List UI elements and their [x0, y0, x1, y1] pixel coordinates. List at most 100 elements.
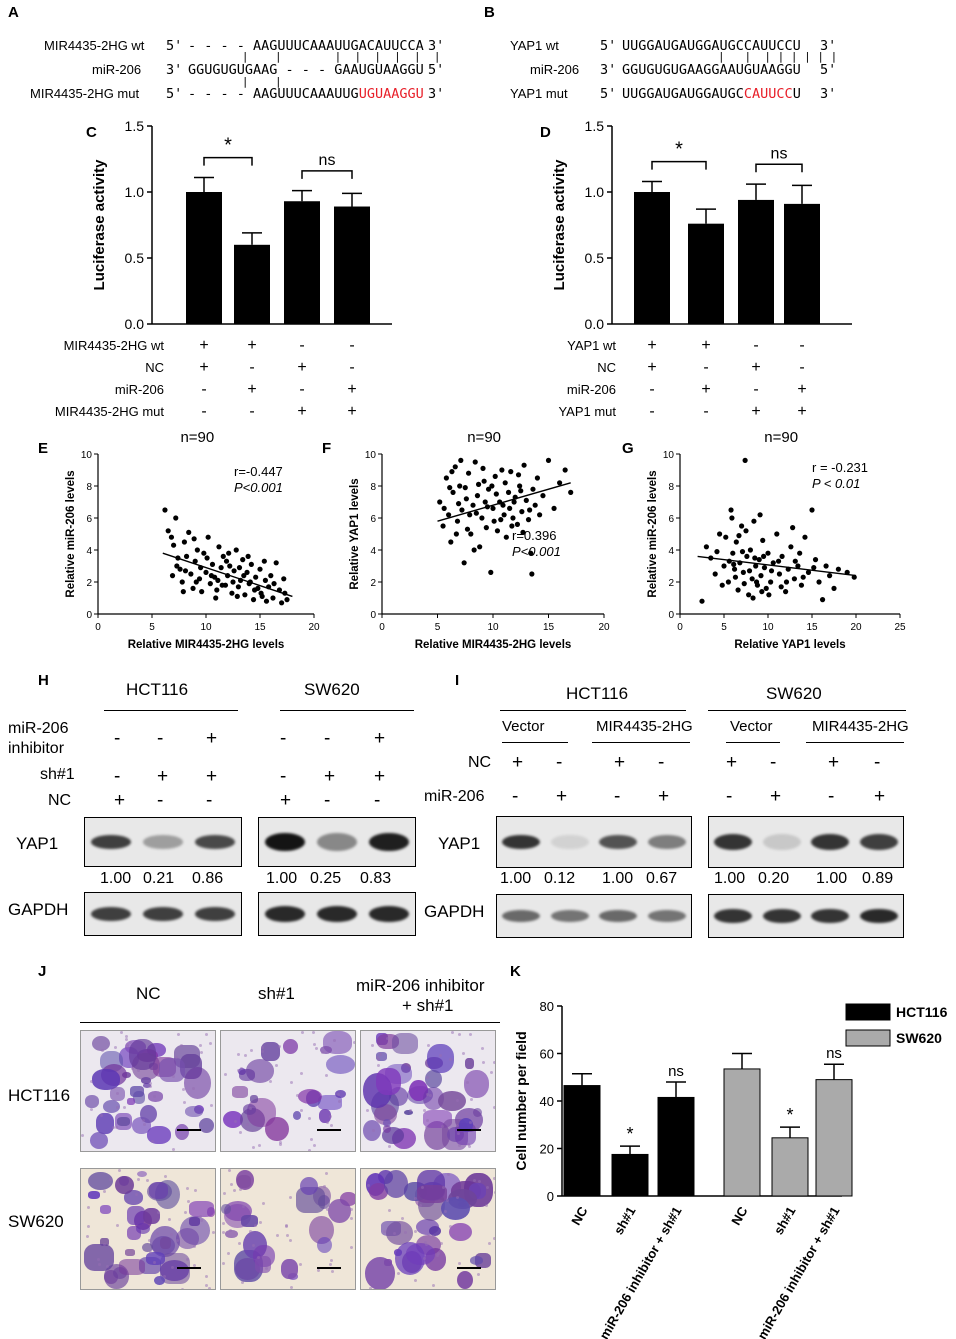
- membrane-pore: [148, 1251, 152, 1255]
- data-point: [557, 480, 563, 486]
- data-point: [783, 579, 790, 585]
- x-tick-label: 15: [254, 622, 266, 633]
- group-label: Vector: [502, 718, 545, 735]
- divider-line: [280, 710, 414, 711]
- data-point: [491, 518, 497, 524]
- data-point: [809, 507, 815, 513]
- data-point: [179, 579, 185, 585]
- membrane-pore: [181, 1087, 185, 1091]
- panel-label-c: C: [86, 124, 97, 141]
- band-quantification: 0.12: [544, 870, 576, 887]
- stained-cell: [188, 1200, 214, 1217]
- membrane-pore: [148, 1082, 152, 1086]
- stained-cell: [100, 1237, 109, 1246]
- significance-bracket: [755, 163, 803, 173]
- legend-swatch: [845, 1003, 891, 1021]
- membrane-pore: [187, 1199, 191, 1203]
- data-point: [242, 592, 248, 598]
- data-point: [527, 507, 533, 513]
- band-quantification: 1.00: [100, 870, 132, 887]
- condition-label: YAP1 wt: [567, 338, 616, 353]
- seq-mir4435-mut: - - - - AAGUUUCAAAUUGUGUAAGGU: [188, 86, 424, 102]
- membrane-pore: [320, 1050, 324, 1054]
- y-tick-label: 60: [540, 1047, 554, 1062]
- y-axis-label: Luciferase activity: [91, 159, 108, 291]
- data-point: [448, 539, 454, 545]
- y-tick-label: 10: [365, 450, 377, 461]
- data-point: [757, 512, 763, 518]
- plus-sign: +: [797, 403, 806, 420]
- data-point: [482, 499, 488, 505]
- stained-cell: [89, 1132, 108, 1149]
- data-point: [467, 512, 473, 518]
- blot-gapdh-i-sw620: [708, 894, 904, 938]
- regression-line: [697, 555, 857, 577]
- membrane-pore: [142, 1119, 146, 1123]
- membrane-pore: [139, 1087, 143, 1091]
- plus-sign: +: [199, 359, 208, 376]
- data-point: [203, 569, 209, 576]
- data-point: [488, 569, 494, 576]
- membrane-pore: [310, 1137, 314, 1141]
- data-point: [273, 560, 279, 566]
- stained-cell: [142, 1242, 153, 1253]
- stained-cell: [123, 1190, 144, 1205]
- data-point: [248, 561, 254, 568]
- membrane-pore: [477, 1272, 481, 1276]
- seq-name-mir4435-mut: MIR4435-2HG mut: [30, 86, 140, 101]
- seq-yap1-wt: UUGGAUGAUGGAUGCCAUUCCU: [622, 38, 801, 54]
- plus-sign: +: [297, 359, 306, 376]
- membrane-pore: [324, 1172, 328, 1176]
- data-point: [551, 505, 557, 511]
- data-point: [714, 549, 720, 555]
- bar: [284, 201, 320, 324]
- data-point: [173, 515, 179, 521]
- membrane-pore: [299, 1109, 303, 1113]
- membrane-pore: [424, 1125, 428, 1129]
- data-point: [204, 555, 210, 561]
- minus-sign: -: [324, 728, 331, 749]
- band-quantification: 1.00: [816, 870, 848, 887]
- data-point: [258, 590, 264, 596]
- stained-cell: [469, 1255, 484, 1265]
- membrane-pore: [198, 1044, 202, 1048]
- data-point: [446, 512, 452, 518]
- band-quantification: 1.00: [500, 870, 532, 887]
- x-tick-label: 5: [435, 622, 441, 633]
- minus-sign: -: [114, 766, 121, 787]
- data-point: [798, 582, 805, 588]
- membrane-pore: [253, 1224, 257, 1228]
- data-point: [756, 557, 762, 563]
- membrane-pore: [376, 1057, 380, 1061]
- data-point: [463, 496, 469, 502]
- seq-prime-right: 3': [428, 86, 445, 102]
- data-point: [235, 584, 241, 590]
- membrane-pore: [277, 1045, 281, 1049]
- data-point: [509, 523, 515, 529]
- data-point: [731, 561, 737, 568]
- membrane-pore: [285, 1224, 289, 1228]
- data-point: [441, 505, 447, 511]
- stained-cell: [84, 1095, 100, 1109]
- plus-sign: +: [374, 728, 386, 749]
- membrane-pore: [240, 1067, 244, 1071]
- data-point: [191, 536, 197, 542]
- membrane-pore: [115, 1126, 119, 1130]
- divider-line: [726, 742, 780, 743]
- y-axis-label: Relative miR-206 levels: [647, 470, 659, 597]
- membrane-pore: [457, 1262, 461, 1266]
- membrane-pore: [102, 1242, 106, 1246]
- minus-sign: -: [249, 359, 254, 376]
- stained-cell: [91, 1035, 110, 1052]
- correlation-r: r = -0.231: [812, 460, 868, 475]
- x-tick-label: 10: [487, 622, 499, 633]
- data-point: [263, 598, 270, 604]
- membrane-pore: [489, 1071, 493, 1075]
- y-tick-label: 1.0: [585, 184, 605, 200]
- membrane-pore: [175, 1055, 179, 1059]
- data-point: [507, 505, 513, 511]
- membrane-pore: [472, 1179, 476, 1183]
- seq-mir206-a: GGUGUGUGAAG - - - GAAUGUAAGGU: [188, 62, 424, 78]
- membrane-pore: [372, 1128, 376, 1132]
- membrane-pore: [238, 1187, 242, 1191]
